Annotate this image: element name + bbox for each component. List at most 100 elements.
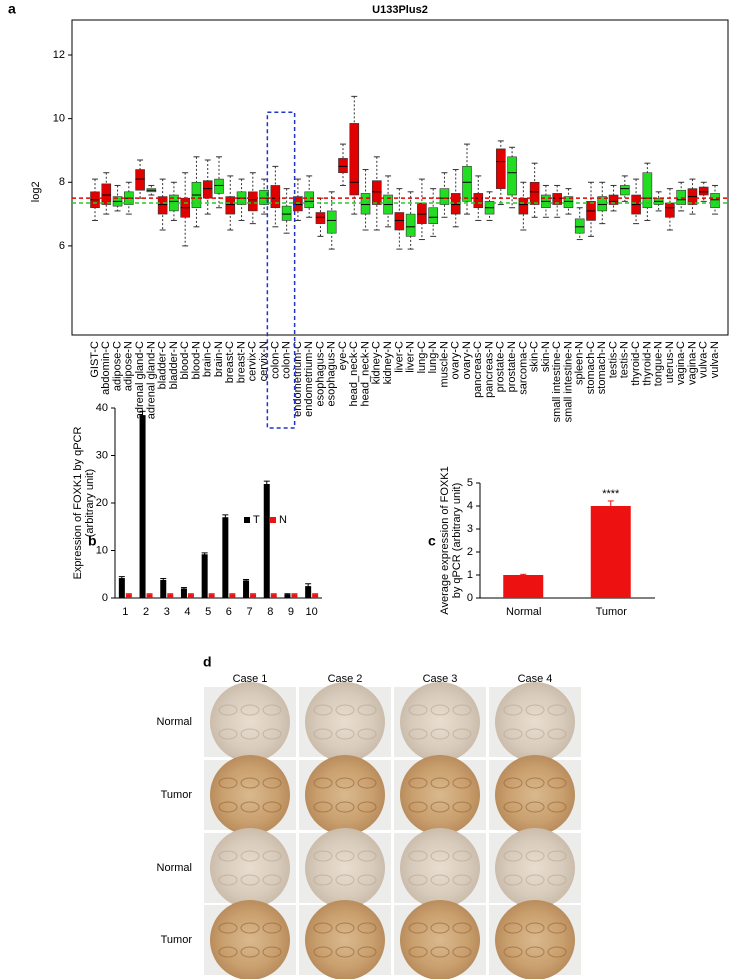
tissue-texture	[408, 946, 428, 958]
x-tick-label: cervix-C	[247, 341, 259, 381]
tissue-texture	[503, 801, 523, 813]
box	[642, 172, 653, 209]
tissue-core	[495, 682, 575, 762]
tissue-texture	[335, 946, 355, 958]
box	[293, 196, 303, 212]
x-tick-label: breast-N	[235, 341, 247, 383]
tissue-texture	[430, 922, 450, 934]
x-tick-label: prostate-N	[506, 341, 518, 392]
tissue-texture	[408, 704, 428, 716]
box	[259, 189, 269, 205]
y-tick-label: 10	[96, 544, 108, 556]
bar	[590, 506, 631, 598]
tissue-texture	[218, 850, 238, 862]
chart-title: U133Plus2	[372, 4, 428, 16]
tissue-texture	[335, 704, 355, 716]
x-tick-label: small intestine-C	[551, 341, 563, 422]
x-tick-label: liver-C	[393, 341, 405, 373]
y-tick-label: 4	[467, 500, 473, 512]
tissue-texture	[525, 728, 545, 740]
bar	[250, 594, 257, 598]
box	[574, 218, 585, 234]
tissue-texture	[408, 874, 428, 886]
tissue-texture	[218, 946, 238, 958]
box	[552, 193, 562, 205]
tissue-texture	[313, 704, 333, 716]
y-tick-label: 0	[102, 592, 108, 604]
tissue-texture	[452, 704, 472, 716]
tissue-core	[495, 828, 575, 908]
tissue-texture	[240, 777, 260, 789]
case-label: Case 3	[423, 673, 458, 685]
box	[372, 180, 382, 205]
box	[135, 169, 145, 191]
box	[248, 191, 258, 212]
tissue-texture	[262, 946, 282, 958]
bar	[284, 594, 291, 598]
tissue-texture	[357, 728, 377, 740]
panel-label: b	[88, 533, 97, 549]
tissue-texture	[335, 922, 355, 934]
bar	[139, 415, 146, 598]
tissue-texture	[313, 801, 333, 813]
x-tick-label: vagina-N	[686, 341, 698, 385]
bar	[305, 586, 312, 598]
x-tick-label: muscle-N	[438, 341, 450, 388]
tissue-core	[400, 900, 480, 979]
x-tick-label: blood-N	[190, 341, 202, 380]
bar	[160, 579, 167, 598]
box	[101, 183, 112, 205]
box	[462, 166, 472, 202]
x-tick-label: adipose-C	[111, 341, 123, 391]
tissue-texture	[240, 801, 260, 813]
bar	[118, 578, 125, 598]
tissue-core	[305, 755, 385, 835]
tissue-texture	[240, 728, 260, 740]
tissue-core	[210, 755, 290, 835]
tissue-core	[210, 682, 290, 762]
box	[326, 210, 337, 234]
tissue-texture	[313, 850, 333, 862]
tissue-texture	[452, 874, 472, 886]
tissue-texture	[408, 801, 428, 813]
tissue-core	[400, 755, 480, 835]
tissue-texture	[525, 874, 545, 886]
x-tick-label: testis-N	[619, 341, 631, 378]
x-tick-label: 8	[267, 606, 273, 618]
box	[473, 193, 484, 209]
tissue-core	[400, 682, 480, 762]
x-tick-label: brain-C	[202, 341, 214, 377]
box	[518, 197, 529, 215]
x-tick-label: 5	[205, 606, 211, 618]
tissue-texture	[503, 946, 523, 958]
y-axis-label: by qPCR (arbitrary unit)	[451, 483, 463, 599]
tissue-texture	[430, 777, 450, 789]
tissue-texture	[452, 850, 472, 862]
box	[157, 196, 168, 215]
y-tick-label: 3	[467, 523, 473, 535]
tissue-core	[210, 828, 290, 908]
tissue-texture	[357, 777, 377, 789]
box	[450, 193, 461, 215]
legend-swatch	[244, 517, 250, 523]
box	[202, 180, 213, 199]
x-tick-label: uterus-N	[664, 341, 676, 383]
x-tick-label: spleen-N	[574, 341, 586, 385]
box	[665, 202, 675, 218]
tissue-texture	[430, 946, 450, 958]
tissue-texture	[452, 801, 472, 813]
box	[676, 189, 686, 205]
x-tick-label: pancreas-C	[472, 341, 484, 398]
y-tick-label: 40	[96, 402, 108, 414]
tissue-texture	[430, 704, 450, 716]
x-tick-label: bladder-N	[168, 341, 180, 389]
tissue-core	[305, 828, 385, 908]
tissue-texture	[408, 728, 428, 740]
x-tick-label: kidney-C	[371, 341, 383, 384]
panel-label: c	[428, 533, 436, 549]
x-tick-label: skin-N	[540, 341, 552, 372]
x-tick-label: lung-N	[427, 341, 439, 373]
box	[439, 188, 450, 205]
tissue-core	[495, 900, 575, 979]
box	[281, 205, 292, 221]
